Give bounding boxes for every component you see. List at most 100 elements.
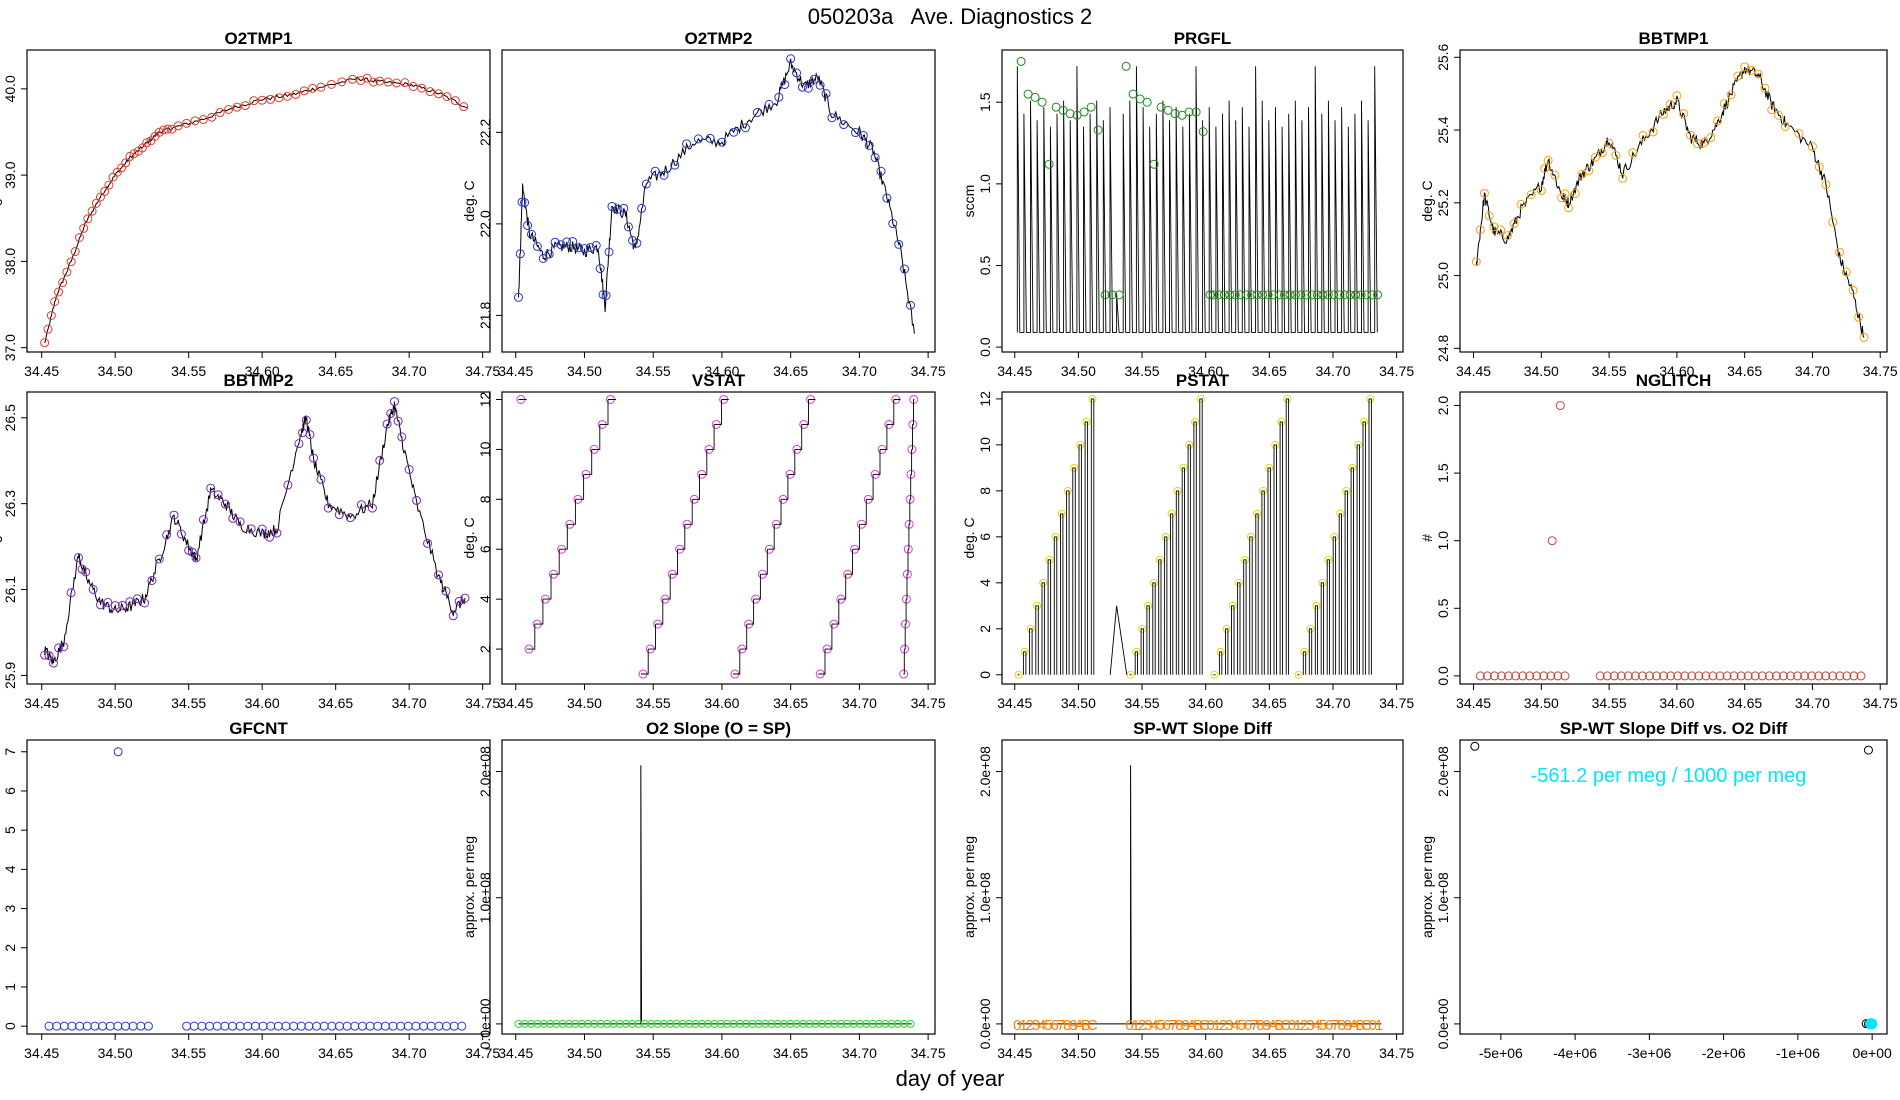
y-tick-label: 6 xyxy=(2,787,18,795)
data-point xyxy=(312,1021,322,1031)
series-marker xyxy=(308,83,318,93)
data-point xyxy=(584,1019,593,1028)
y-tick-label: 1.0e+08 xyxy=(977,872,993,923)
panel-nglitch: NGLITCH #0.0 0.5 1.0 1.5 2.0 34.45 34.50 34.55 34… xyxy=(1419,371,1898,711)
series-marker xyxy=(538,253,548,263)
data-point xyxy=(403,1021,413,1031)
series-marker xyxy=(356,76,366,86)
series-marker xyxy=(121,158,131,168)
series-marker xyxy=(613,204,623,214)
x-tick-label: 34.55 xyxy=(636,1045,671,1061)
series-marker xyxy=(797,82,807,92)
series-marker xyxy=(66,588,76,598)
series-marker xyxy=(1214,290,1224,300)
data-point: 3 xyxy=(1306,1017,1314,1034)
series-marker xyxy=(641,179,651,189)
data-point: 7 xyxy=(1169,1017,1177,1034)
series-marker xyxy=(786,54,796,64)
data-point: 7 xyxy=(1331,1017,1339,1034)
data-point xyxy=(729,1019,738,1028)
plot-frame xyxy=(1001,49,1404,353)
series-marker xyxy=(235,517,245,527)
series-marker xyxy=(1225,290,1235,300)
series-marker xyxy=(623,222,633,232)
series-marker xyxy=(198,115,208,125)
series-marker xyxy=(87,206,97,216)
series-marker xyxy=(43,324,53,334)
series-marker xyxy=(1016,56,1026,66)
data-point xyxy=(1553,671,1563,681)
x-tick-label: 34.75 xyxy=(911,1045,946,1061)
data-point xyxy=(434,1021,444,1031)
data-point xyxy=(1835,671,1845,681)
series-marker xyxy=(1348,463,1357,472)
series-marker xyxy=(1516,199,1526,209)
series-marker xyxy=(147,575,157,585)
series-marker xyxy=(1334,290,1344,300)
series-marker xyxy=(876,166,886,176)
data-point xyxy=(830,1019,839,1028)
data-point xyxy=(1489,671,1499,681)
series-marker xyxy=(1746,65,1756,75)
data-point xyxy=(1555,401,1565,411)
series-marker xyxy=(1241,290,1251,300)
series-marker xyxy=(1230,290,1240,300)
data-point xyxy=(887,1019,896,1028)
data-point xyxy=(621,1019,630,1028)
data-point xyxy=(227,1021,237,1031)
data-point: 0 xyxy=(1369,1017,1377,1034)
series-marker xyxy=(544,249,554,259)
x-tick-label: 34.45 xyxy=(997,1045,1032,1061)
data-point xyxy=(577,1019,586,1028)
x-tick-label: 34.70 xyxy=(1795,363,1830,379)
series-line xyxy=(518,399,915,675)
data-point xyxy=(396,1021,406,1031)
y-tick-label: 3 xyxy=(2,904,18,912)
data-point xyxy=(1659,671,1669,681)
series-marker xyxy=(1336,509,1345,518)
series-marker xyxy=(425,87,435,97)
panel-title: O2TMP2 xyxy=(684,29,752,48)
series-marker xyxy=(1560,189,1570,199)
series-marker xyxy=(1496,225,1506,235)
data-point xyxy=(634,1019,643,1028)
x-tick-label: 34.45 xyxy=(24,695,59,711)
series-marker xyxy=(1126,670,1135,679)
y-tick-label: 25.6 xyxy=(1435,43,1451,70)
series-marker xyxy=(1692,139,1702,149)
x-tick-label: 34.60 xyxy=(245,1045,280,1061)
data-point xyxy=(365,1021,375,1031)
plot-frame xyxy=(26,49,491,353)
series-marker xyxy=(693,134,703,144)
series-marker xyxy=(1794,129,1804,139)
series-marker xyxy=(520,198,530,208)
series-marker xyxy=(44,651,54,661)
x-tick-label: -5e+06 xyxy=(1479,1045,1523,1061)
series-marker xyxy=(118,600,128,610)
x-tick-label: 34.55 xyxy=(1125,363,1160,379)
fit-annotation: -561.2 per meg / 1000 per meg xyxy=(1531,765,1807,787)
series-marker xyxy=(1543,155,1553,165)
series-marker xyxy=(1033,601,1042,610)
series-marker xyxy=(1307,290,1317,300)
series-marker xyxy=(383,77,393,87)
series-marker xyxy=(1170,109,1180,119)
data-point xyxy=(786,1019,795,1028)
series-marker xyxy=(434,89,444,99)
series-marker xyxy=(1318,290,1328,300)
data-point xyxy=(1814,671,1824,681)
series-marker xyxy=(326,79,336,89)
series-marker xyxy=(103,597,113,607)
series-marker xyxy=(66,257,76,267)
y-tick-label: 12 xyxy=(477,391,493,407)
y-tick-label: 2 xyxy=(977,625,993,633)
series-marker xyxy=(1191,417,1200,426)
x-tick-label: 0e+00 xyxy=(1852,1045,1892,1061)
series-marker xyxy=(900,264,910,274)
series-marker xyxy=(1030,92,1040,102)
data-point xyxy=(1701,671,1711,681)
x-tick-label: 34.55 xyxy=(636,695,671,711)
series-marker xyxy=(1149,159,1159,169)
series-marker xyxy=(1760,83,1770,93)
x-tick-label: 34.65 xyxy=(773,1045,808,1061)
